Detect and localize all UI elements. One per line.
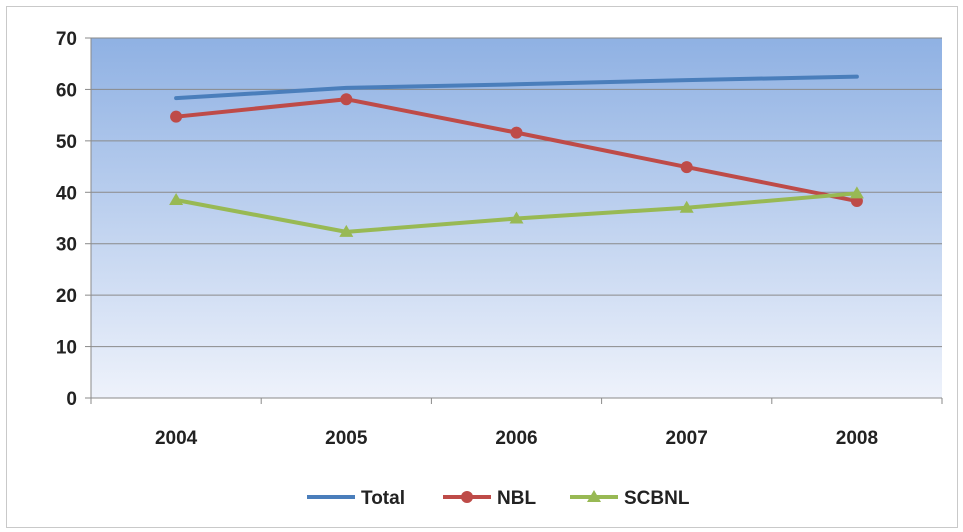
legend-item-total: Total bbox=[307, 488, 405, 509]
data-point-nbl bbox=[340, 93, 353, 106]
line-chart: 0 10 20 30 40 50 60 70 2004 2005 2006 2007 2008 Tota… bbox=[56, 29, 943, 509]
data-point-scbnl bbox=[849, 186, 864, 199]
legend-item-nbl: NBL bbox=[443, 488, 536, 509]
chart-frame: 0 10 20 30 40 50 60 70 2004 2005 2006 2007 2008 Tota… bbox=[6, 6, 958, 528]
data-point-scbnl bbox=[679, 200, 694, 213]
x-tick-label: 2004 bbox=[155, 428, 198, 449]
series-scbnl bbox=[169, 186, 864, 237]
legend-marker-scbnl bbox=[587, 490, 601, 502]
data-point-scbnl bbox=[509, 211, 524, 224]
data-point-nbl bbox=[170, 110, 183, 123]
x-tick-label: 2008 bbox=[836, 428, 878, 449]
series-line-total bbox=[174, 74, 859, 101]
series-layer bbox=[169, 74, 864, 237]
y-tick-label: 0 bbox=[66, 389, 77, 410]
data-point-scbnl bbox=[339, 224, 354, 237]
y-tick-label: 60 bbox=[56, 80, 77, 101]
series-total bbox=[174, 74, 859, 101]
legend-label-nbl: NBL bbox=[497, 488, 536, 509]
data-point-scbnl bbox=[169, 193, 184, 205]
x-tick-label: 2007 bbox=[666, 428, 708, 449]
legend-label-total: Total bbox=[361, 488, 405, 509]
legend-label-scbnl: SCBNL bbox=[624, 488, 690, 509]
y-tick-label: 50 bbox=[56, 132, 77, 153]
x-tick-label: 2005 bbox=[325, 428, 368, 449]
legend-marker-nbl bbox=[461, 491, 473, 503]
y-tick-label: 70 bbox=[56, 29, 77, 50]
data-point-nbl bbox=[510, 126, 523, 139]
gridlines bbox=[91, 37, 942, 348]
axes: 0 10 20 30 40 50 60 70 2004 2005 2006 2007 2008 bbox=[56, 29, 943, 449]
data-point-nbl bbox=[680, 161, 693, 174]
y-tick-label: 10 bbox=[56, 338, 77, 359]
y-tick-label: 40 bbox=[56, 183, 77, 204]
y-tick-label: 20 bbox=[56, 286, 77, 307]
legend-item-scbnl: SCBNL bbox=[570, 488, 690, 509]
y-tick-label: 30 bbox=[56, 235, 77, 256]
x-tick-label: 2006 bbox=[495, 428, 537, 449]
legend: Total NBL SCBNL bbox=[307, 488, 690, 509]
